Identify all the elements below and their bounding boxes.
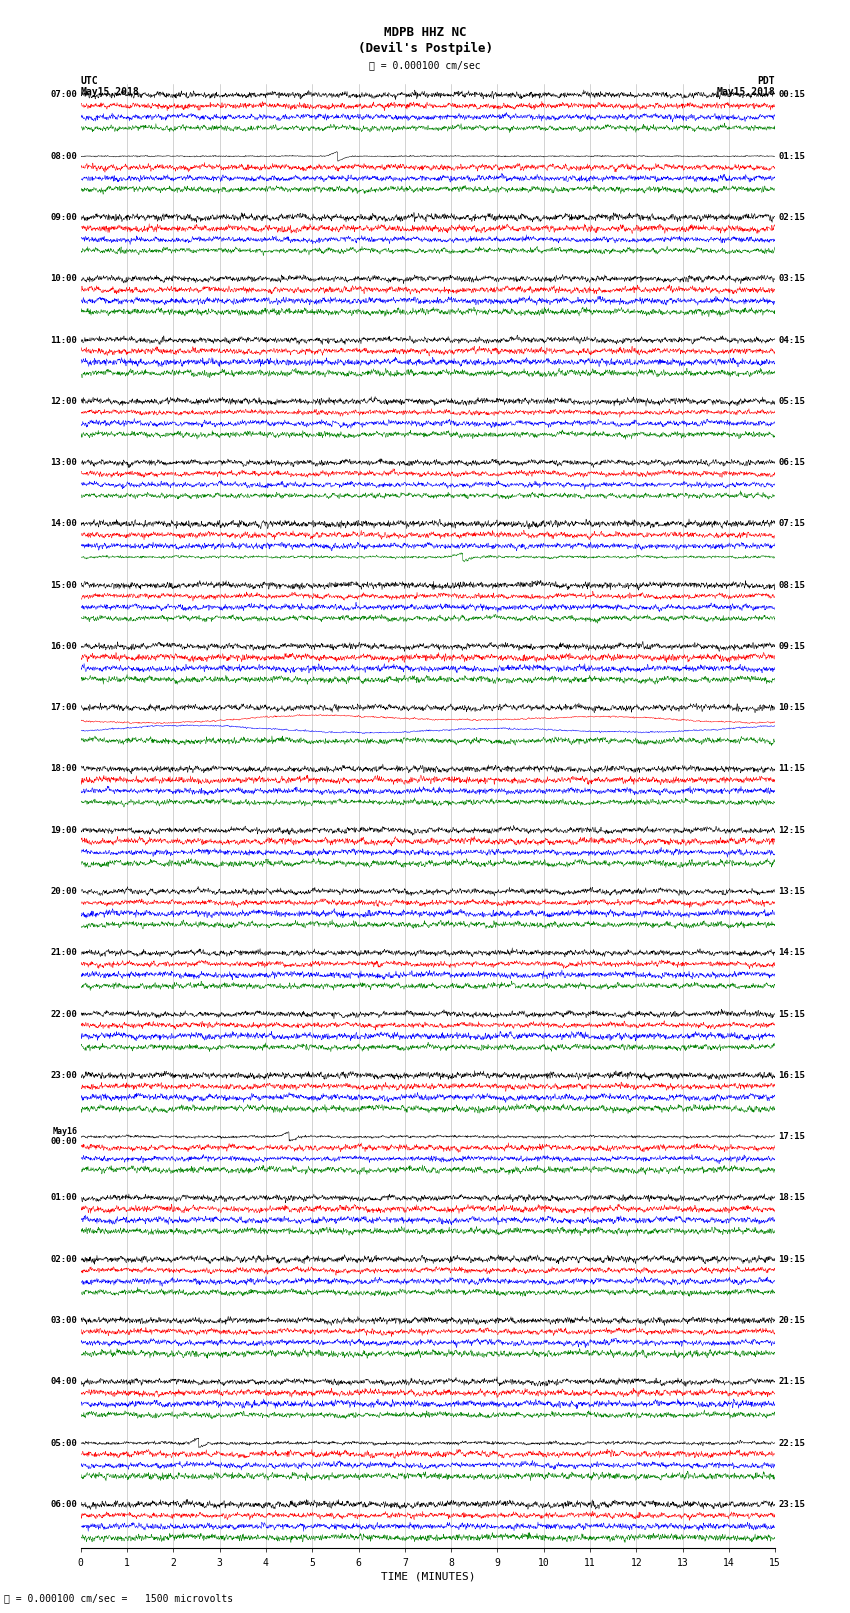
Text: May16: May16: [53, 1127, 77, 1136]
Text: 10:00: 10:00: [50, 274, 77, 284]
Text: 04:00: 04:00: [50, 1378, 77, 1386]
Text: 09:15: 09:15: [779, 642, 806, 652]
Text: ⏐ = 0.000100 cm/sec =   1500 microvolts: ⏐ = 0.000100 cm/sec = 1500 microvolts: [4, 1594, 234, 1603]
Text: 23:00: 23:00: [50, 1071, 77, 1079]
Text: 23:15: 23:15: [779, 1500, 806, 1508]
Text: 21:00: 21:00: [50, 948, 77, 958]
Text: 08:00: 08:00: [50, 152, 77, 161]
Text: 16:00: 16:00: [50, 642, 77, 652]
Text: 13:15: 13:15: [779, 887, 806, 897]
Text: 17:15: 17:15: [779, 1132, 806, 1140]
Text: UTC
May15,2018: UTC May15,2018: [81, 76, 139, 97]
Text: 14:15: 14:15: [779, 948, 806, 958]
Text: PDT
May15,2018: PDT May15,2018: [717, 76, 775, 97]
Text: 10:15: 10:15: [779, 703, 806, 713]
Text: 04:15: 04:15: [779, 336, 806, 345]
Text: 12:15: 12:15: [779, 826, 806, 836]
Text: 22:15: 22:15: [779, 1439, 806, 1447]
Text: 19:15: 19:15: [779, 1255, 806, 1263]
Text: 01:15: 01:15: [779, 152, 806, 161]
Text: 19:00: 19:00: [50, 826, 77, 836]
Text: 09:00: 09:00: [50, 213, 77, 223]
Text: (Devil's Postpile): (Devil's Postpile): [358, 42, 492, 55]
Text: 21:15: 21:15: [779, 1378, 806, 1386]
Text: 20:00: 20:00: [50, 887, 77, 897]
Text: 11:00: 11:00: [50, 336, 77, 345]
Text: 07:15: 07:15: [779, 519, 806, 529]
Text: 03:15: 03:15: [779, 274, 806, 284]
Text: 00:00: 00:00: [50, 1137, 77, 1145]
Text: 20:15: 20:15: [779, 1316, 806, 1324]
Text: 17:00: 17:00: [50, 703, 77, 713]
Text: 16:15: 16:15: [779, 1071, 806, 1079]
Text: 15:00: 15:00: [50, 581, 77, 590]
Text: 00:15: 00:15: [779, 90, 806, 100]
Text: 01:00: 01:00: [50, 1194, 77, 1202]
Text: 03:00: 03:00: [50, 1316, 77, 1324]
Text: 13:00: 13:00: [50, 458, 77, 468]
Text: 18:15: 18:15: [779, 1194, 806, 1202]
Text: 02:00: 02:00: [50, 1255, 77, 1263]
Text: 07:00: 07:00: [50, 90, 77, 100]
Text: 05:00: 05:00: [50, 1439, 77, 1447]
Text: 06:15: 06:15: [779, 458, 806, 468]
Text: 02:15: 02:15: [779, 213, 806, 223]
Text: 06:00: 06:00: [50, 1500, 77, 1508]
Text: 11:15: 11:15: [779, 765, 806, 774]
Text: 12:00: 12:00: [50, 397, 77, 406]
Text: 15:15: 15:15: [779, 1010, 806, 1019]
Text: MDPB HHZ NC: MDPB HHZ NC: [383, 26, 467, 39]
Text: 08:15: 08:15: [779, 581, 806, 590]
Text: 18:00: 18:00: [50, 765, 77, 774]
Text: 14:00: 14:00: [50, 519, 77, 529]
Text: 22:00: 22:00: [50, 1010, 77, 1019]
X-axis label: TIME (MINUTES): TIME (MINUTES): [381, 1571, 475, 1582]
Text: 05:15: 05:15: [779, 397, 806, 406]
Text: ⏐ = 0.000100 cm/sec: ⏐ = 0.000100 cm/sec: [369, 60, 481, 69]
